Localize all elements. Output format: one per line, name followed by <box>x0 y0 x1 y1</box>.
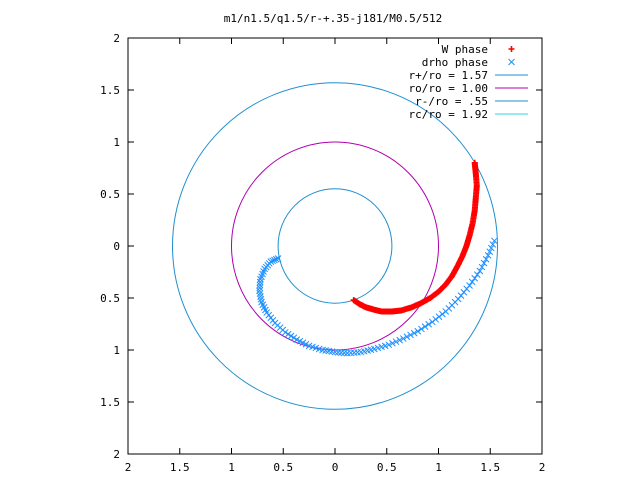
drho-phase-point <box>466 282 473 289</box>
chart-title: m1/n1.5/q1.5/r-+.35-j181/M0.5/512 <box>224 12 443 25</box>
drho-phase-point <box>256 284 264 292</box>
phase-series <box>256 159 498 357</box>
axis-ticks: 2 1.5 1 0.5 0 0.5 1 1.5 221.510.500.511.52 <box>100 32 545 474</box>
y-tick-label: 0.5 <box>100 292 120 305</box>
legend-label: r-/ro = .55 <box>415 95 488 108</box>
drho-phase-point <box>487 244 495 252</box>
drho-phase-point <box>491 237 498 245</box>
y-tick-label: 1.5 <box>100 84 120 97</box>
drho-phase-point <box>271 256 278 264</box>
x-tick-label: 1.5 <box>170 461 190 474</box>
x-tick-label: 1 <box>228 461 235 474</box>
x-tick-label: 0.5 <box>377 461 397 474</box>
drho-phase-point <box>489 241 497 248</box>
drho-phase-point <box>480 259 488 267</box>
y-tick-label: 2 <box>113 32 120 45</box>
series-w-phase <box>350 159 480 315</box>
drho-phase-point <box>435 313 443 321</box>
x-tick-label: 1 <box>435 461 442 474</box>
drho-phase-point <box>399 335 407 342</box>
circle-r-o <box>231 141 439 351</box>
drho-phase-point <box>414 327 422 335</box>
reference-circles <box>172 82 498 410</box>
drho-phase-point <box>439 310 446 318</box>
legend-swatch <box>508 58 515 66</box>
drho-phase-point <box>425 320 433 328</box>
x-tick-label: 2 <box>125 461 132 474</box>
drho-phase-point <box>421 323 429 330</box>
drho-phase-point <box>471 274 479 282</box>
drho-phase-point <box>389 339 396 347</box>
drho-phase-point <box>274 255 282 262</box>
drho-phase-point <box>418 325 425 333</box>
legend-label: W phase <box>442 43 488 56</box>
drho-phase-point <box>432 315 440 323</box>
legend-label: r+/ro = 1.57 <box>409 69 488 82</box>
legend-label: drho phase <box>422 56 488 69</box>
legend-label: ro/ro = 1.00 <box>409 82 488 95</box>
series-drho-phase <box>256 237 498 357</box>
w-phase-point <box>471 159 478 166</box>
circle-r-plus <box>172 82 498 410</box>
drho-phase-point <box>486 248 494 256</box>
drho-phase-point <box>392 338 400 346</box>
y-tick-label: 1 <box>113 136 120 149</box>
drho-phase-point <box>256 278 264 286</box>
x-tick-label: 0 <box>332 461 339 474</box>
x-tick-label: 0.5 <box>273 461 293 474</box>
drho-phase-point <box>473 271 481 278</box>
y-tick-label: 1.5 <box>100 396 120 409</box>
drho-phase-point <box>407 331 414 339</box>
drho-phase-point <box>482 255 490 263</box>
drho-phase-point <box>410 329 418 337</box>
drho-phase-point <box>403 333 411 341</box>
drho-phase-point <box>476 267 484 275</box>
drho-phase-point <box>484 252 492 259</box>
y-tick-label: 1 <box>113 344 120 357</box>
y-tick-label: 0.5 <box>100 188 120 201</box>
circle-r-minus <box>277 188 393 304</box>
x-tick-label: 2 <box>539 461 546 474</box>
drho-phase-point <box>468 278 476 286</box>
y-tick-label: 2 <box>113 448 120 461</box>
drho-phase-point <box>272 255 280 263</box>
drho-phase-point <box>257 275 264 283</box>
drho-phase-point <box>396 336 404 344</box>
drho-phase-point <box>478 263 486 271</box>
drho-phase-point <box>256 281 264 289</box>
y-tick-label: 0 <box>113 240 120 253</box>
legend-label: rc/ro = 1.92 <box>409 108 488 121</box>
x-tick-label: 1.5 <box>480 461 500 474</box>
drho-phase-point <box>385 341 393 349</box>
legend-swatch <box>508 46 515 52</box>
drho-phase-point <box>428 318 436 326</box>
